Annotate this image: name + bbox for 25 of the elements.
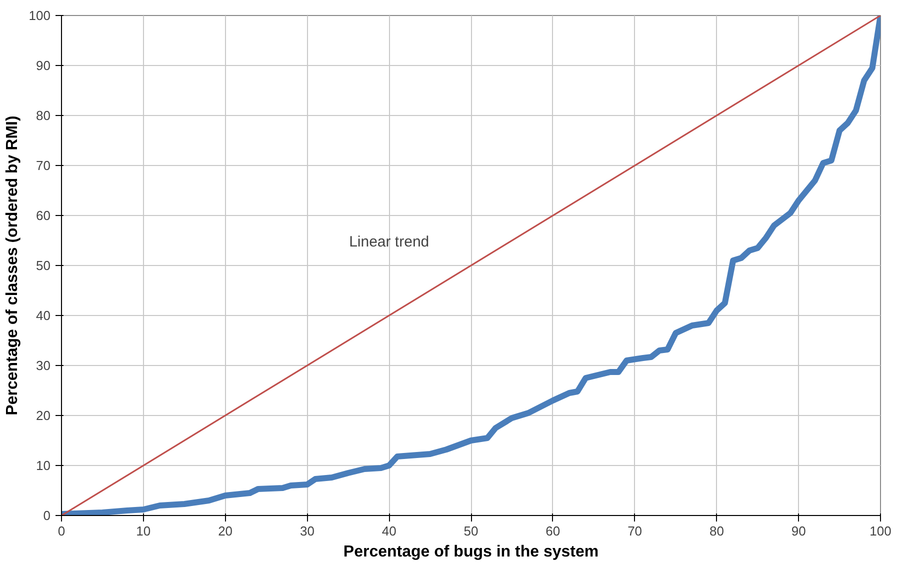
y-tick-label: 90 <box>36 58 51 73</box>
x-tick-label: 80 <box>709 524 724 538</box>
x-tick-label: 20 <box>218 524 233 538</box>
y-tick-label: 100 <box>28 8 51 23</box>
y-tick-label: 0 <box>43 508 51 523</box>
x-tick-label: 40 <box>382 524 396 538</box>
y-tick-label: 60 <box>36 208 51 223</box>
x-tick-label: 30 <box>300 524 314 538</box>
x-axis-title: Percentage of bugs in the system <box>343 544 599 560</box>
x-tick-label: 100 <box>870 524 892 538</box>
x-tick-label: 10 <box>136 524 151 538</box>
x-tick-label: 70 <box>628 524 642 538</box>
y-tick-label: 30 <box>36 358 51 373</box>
annotation: Linear trend <box>349 234 430 250</box>
y-tick-label: 40 <box>36 308 51 323</box>
y-tick-label: 10 <box>36 458 51 473</box>
x-tick-label: 60 <box>546 524 560 538</box>
y-tick-label: 50 <box>36 258 51 273</box>
y-tick-label: 70 <box>36 158 51 173</box>
x-tick-label: 90 <box>791 524 806 538</box>
y-axis-title: Percentage of classes (ordered by RMI) <box>4 116 21 416</box>
y-tick-label: 80 <box>36 108 51 123</box>
y-tick-label: 20 <box>36 408 51 423</box>
x-tick-label: 50 <box>464 524 478 538</box>
x-tick-label: 0 <box>58 524 66 538</box>
